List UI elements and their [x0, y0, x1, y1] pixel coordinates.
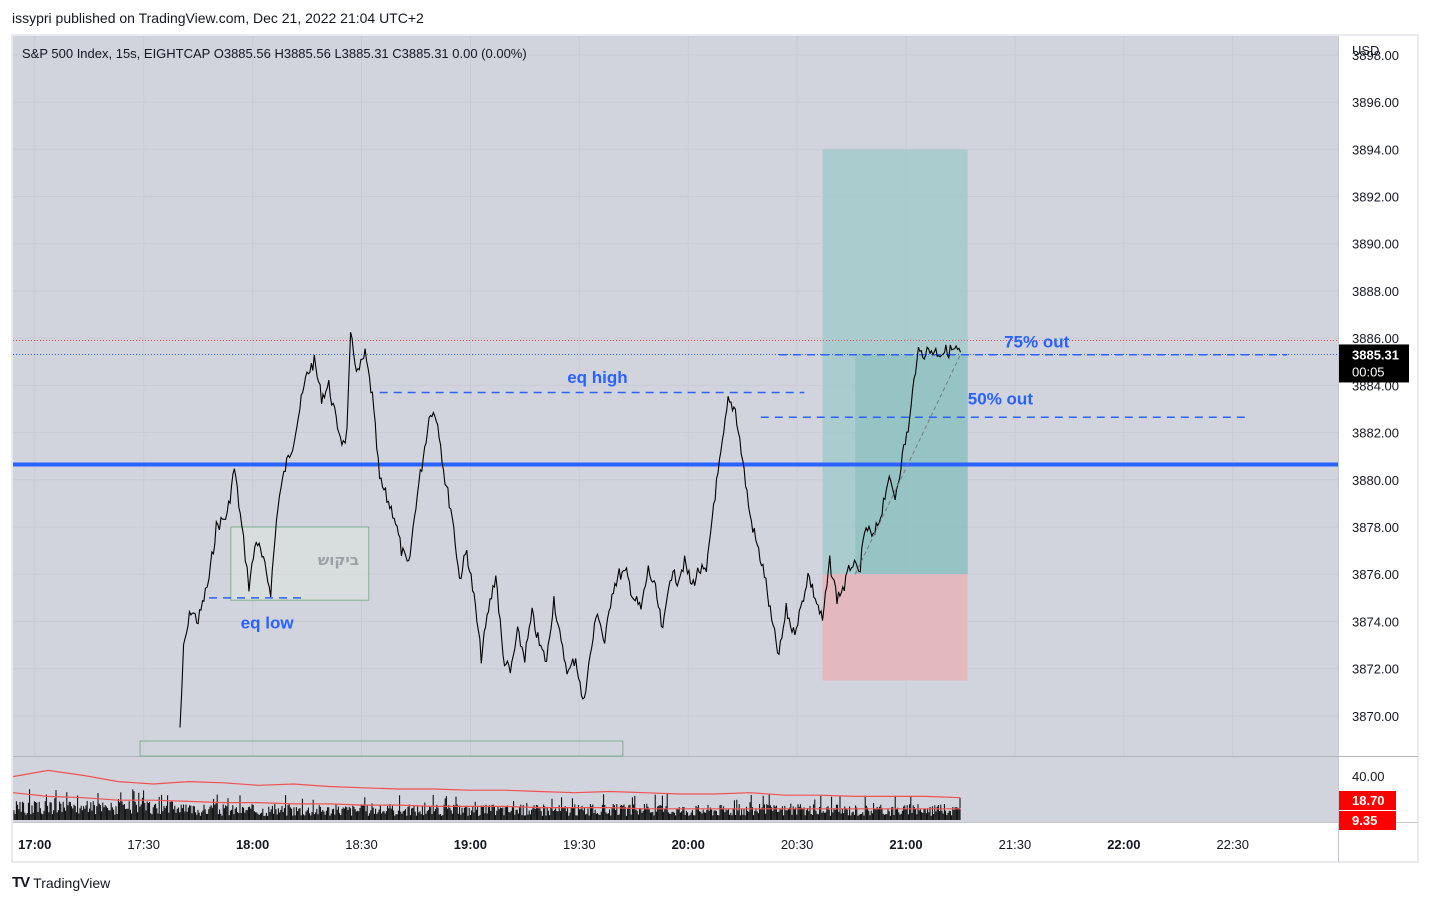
- countdown-value: 00:05: [1352, 364, 1385, 379]
- volume-badge: [1339, 811, 1396, 830]
- y-tick-label: 3872.00: [1352, 662, 1399, 677]
- last-price-badge: [1339, 344, 1409, 383]
- y-tick-label: 3876.00: [1352, 567, 1399, 582]
- trend-connector: [854, 354, 961, 575]
- y-tick-label: 3894.00: [1352, 142, 1399, 157]
- currency-label: USD: [1352, 43, 1379, 58]
- stop-zone: [822, 574, 968, 681]
- brand-label: TradingView: [33, 874, 111, 891]
- volume-badge-label: 18.70: [1352, 793, 1385, 808]
- time-axis[interactable]: 17:00 17:30 18:00 18:30 19:00 19:30 20:00 20:30…: [18, 837, 1249, 852]
- volume-badge: [1339, 791, 1396, 810]
- demand-box-label: ביקוש: [318, 551, 359, 569]
- y-tick-label: 3870.00: [1352, 709, 1399, 724]
- grid: [13, 36, 1338, 756]
- lower-box: [139, 740, 624, 757]
- volume-bars: [12, 769, 961, 820]
- volume-ma-line: [12, 769, 961, 799]
- plot-area[interactable]: [13, 36, 1338, 756]
- 50-out-label: 50% out: [968, 389, 1034, 408]
- annotations: eq high eq low 50% out 75% out: [241, 333, 1070, 633]
- volume-bars-path: [13, 789, 961, 820]
- y-tick-label: 3890.00: [1352, 237, 1399, 252]
- y-tick-label: 3880.00: [1352, 473, 1399, 488]
- volume-pane[interactable]: [13, 757, 1338, 822]
- x-tick-label: 20:00: [672, 837, 705, 852]
- y-tick-label: 3896.00: [1352, 95, 1399, 110]
- volume-tick-label: 40.00: [1352, 769, 1385, 784]
- x-tick-label: 21:30: [999, 837, 1032, 852]
- eq-high-label: eq high: [567, 368, 627, 387]
- x-tick-label: 19:00: [454, 837, 487, 852]
- volume-badge-label: 9.35: [1352, 813, 1377, 828]
- volume-ma-line-2: [12, 792, 961, 810]
- y-tick-label: 3888.00: [1352, 284, 1399, 299]
- y-tick-label: 3898.00: [1352, 48, 1399, 63]
- publish-header: issypri published on TradingView.com, De…: [12, 10, 424, 26]
- footer-brand[interactable]: TV TradingView: [12, 874, 110, 891]
- y-tick-label: 3892.00: [1352, 190, 1399, 205]
- position-zones: [822, 149, 968, 681]
- x-tick-label: 18:30: [345, 837, 378, 852]
- chart-legend[interactable]: S&P 500 Index, 15s, EIGHTCAP O3885.56 H3…: [22, 46, 527, 61]
- price-line: [179, 332, 962, 728]
- levels: [13, 340, 1338, 599]
- y-tick-label: 3882.00: [1352, 426, 1399, 441]
- demand-box: [230, 526, 370, 601]
- x-tick-label: 17:00: [18, 837, 51, 852]
- x-tick-label: 18:00: [236, 837, 269, 852]
- eq-low-label: eq low: [241, 614, 295, 633]
- price-axis[interactable]: 3898.00 3896.00 3894.00 3892.00 3890.00 3888.…: [1339, 48, 1409, 830]
- last-price-value: 3885.31: [1352, 347, 1399, 362]
- y-tick-label: 3878.00: [1352, 520, 1399, 535]
- y-tick-label: 3874.00: [1352, 614, 1399, 629]
- 75-out-label: 75% out: [1004, 333, 1070, 352]
- drawn-boxes: ביקוש: [139, 526, 624, 757]
- x-tick-label: 22:30: [1216, 837, 1249, 852]
- x-tick-label: 21:00: [889, 837, 922, 852]
- x-tick-label: 20:30: [781, 837, 814, 852]
- x-tick-label: 17:30: [127, 837, 160, 852]
- x-tick-label: 22:00: [1107, 837, 1140, 852]
- tradingview-logo-icon: TV: [12, 874, 30, 891]
- price-series: [179, 332, 962, 728]
- y-tick-label: 3886.00: [1352, 331, 1399, 346]
- x-tick-label: 19:30: [563, 837, 596, 852]
